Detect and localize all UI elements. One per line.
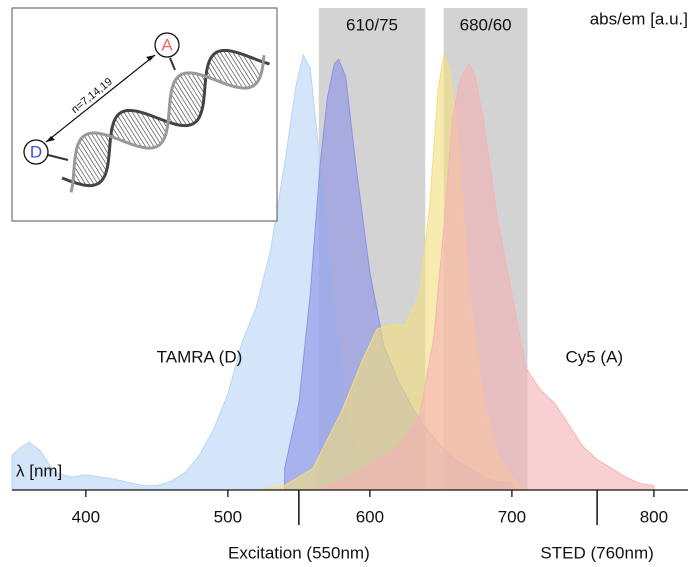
helix-hatch	[171, 88, 195, 124]
helix-hatch	[174, 80, 200, 119]
helix-hatch	[140, 111, 161, 145]
x-tick-label: 500	[214, 507, 242, 526]
helix-hatch	[236, 52, 257, 84]
helix-hatch	[111, 126, 121, 141]
helix-hatch	[242, 54, 259, 81]
helix-hatch	[81, 137, 106, 176]
helix-hatch	[156, 117, 167, 133]
helix-hatch	[94, 132, 110, 156]
helix-hatch	[219, 50, 244, 89]
helix-hatch	[126, 110, 152, 149]
helix-hatch	[168, 110, 179, 126]
helix-hatch	[191, 72, 205, 94]
helix-hatch	[74, 160, 91, 186]
helix-hatch	[195, 73, 206, 88]
helix-hatch	[76, 149, 99, 185]
band-label: 610/75	[346, 15, 398, 34]
helix-hatch	[119, 112, 143, 148]
helix-hatch	[135, 110, 159, 147]
helix-hatch	[169, 104, 183, 126]
spectrum-area	[312, 62, 655, 491]
helix-hatch	[83, 135, 107, 172]
helix-hatch	[90, 132, 109, 161]
helix-hatch	[231, 51, 255, 86]
helix-hatch	[79, 141, 104, 180]
helix-hatch	[222, 50, 248, 89]
acceptor-circle	[154, 32, 180, 58]
helix-hatch	[215, 52, 239, 88]
acceptor-link	[169, 57, 176, 71]
helix-hatch	[123, 111, 147, 149]
donor-label: D	[30, 142, 42, 161]
helix-strand	[61, 48, 270, 188]
x-tick-label: 700	[498, 507, 526, 526]
donor-circle	[23, 139, 49, 165]
series-annotation: TAMRA (D)	[157, 347, 243, 366]
helix-hatch	[227, 50, 251, 88]
x-tick-label: 600	[356, 507, 384, 526]
helix-hatch	[115, 118, 132, 145]
helix-hatch	[150, 115, 166, 138]
helix-hatch	[75, 154, 95, 186]
helix-hatch	[170, 93, 191, 126]
helix-hatch	[183, 73, 204, 105]
helix-hatch	[99, 133, 110, 150]
y-axis-label: abs/em [a.u.]	[590, 9, 688, 28]
acceptor-label: A	[161, 35, 173, 54]
x-axis-label: λ [nm]	[16, 461, 62, 480]
helix-hatch	[130, 110, 155, 148]
helix-hatch	[179, 74, 203, 110]
helix-hatch	[186, 72, 205, 100]
marker-label: STED (760nm)	[540, 543, 653, 562]
helix-strand	[69, 55, 266, 193]
helix-hatch	[208, 61, 224, 83]
helix-hatch	[247, 56, 261, 77]
helix-hatch	[77, 145, 101, 182]
helix-hatch	[213, 54, 234, 87]
helix-hatch	[73, 166, 87, 186]
helix-hatch	[210, 57, 229, 85]
marker-label: Excitation (550nm)	[228, 543, 370, 562]
distance-arrow	[45, 54, 156, 143]
helix-hatch	[169, 98, 188, 126]
helix-hatch	[87, 133, 108, 167]
helix-hatch	[173, 84, 197, 122]
helix-hatch	[117, 115, 138, 147]
donor-link	[47, 154, 69, 161]
inset: n=7,14,19 D A	[11, 7, 278, 222]
series-annotation: Cy5 (A)	[565, 347, 623, 366]
helix-hatch	[145, 113, 164, 142]
x-tick-label: 800	[640, 507, 668, 526]
helix-hatch	[177, 77, 201, 115]
helix-hatch	[207, 65, 218, 81]
band-label: 680/60	[460, 15, 512, 34]
x-tick-label: 400	[72, 507, 100, 526]
helix-hatch	[113, 122, 127, 143]
